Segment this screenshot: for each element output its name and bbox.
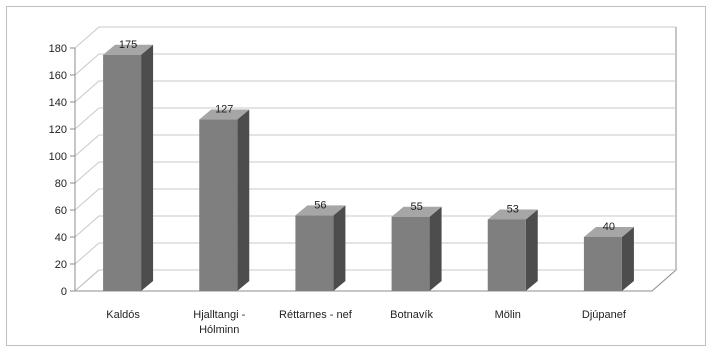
data-label: 175 — [119, 39, 137, 51]
y-tick-label: 140 — [49, 97, 67, 109]
y-tick-label: 80 — [55, 178, 67, 190]
bar-top — [583, 227, 634, 237]
y-tick-label: 60 — [55, 205, 67, 217]
y-tick-label: 100 — [49, 151, 67, 163]
bar-top — [295, 205, 346, 216]
bar-front — [199, 119, 238, 291]
category-label: Djúpanef — [582, 309, 627, 321]
y-tick-label: 0 — [61, 286, 67, 298]
y-tick-label: 160 — [49, 70, 67, 82]
category-label-line: Hjalltangi - — [193, 309, 245, 321]
gridline — [74, 134, 676, 157]
bar-side — [429, 206, 442, 291]
bar-front — [295, 215, 334, 291]
category-label-line: Kaldós — [106, 309, 140, 321]
category-label-line: Hólminn — [199, 324, 239, 336]
bar-top — [487, 209, 538, 220]
bar — [295, 205, 346, 291]
bar-side — [333, 205, 346, 291]
gridline — [74, 53, 676, 76]
category-label-line: Djúpanef — [582, 309, 627, 321]
y-axis: 0 20 40 60 80 100 120 140 160 180 — [49, 43, 76, 298]
data-label: 127 — [215, 104, 233, 116]
data-label: 53 — [507, 203, 519, 215]
gridlines — [74, 26, 676, 292]
category-label: Hjalltangi - Hólminn — [193, 309, 245, 336]
y-tick-label: 120 — [49, 124, 67, 136]
bar — [391, 206, 442, 291]
category-label: Kaldós — [106, 309, 140, 321]
category-label-line: Réttarnes - nef — [279, 309, 353, 321]
x-axis-labels: Kaldós Hjalltangi - Hólminn Réttarnes - nef… — [106, 309, 627, 336]
bar-front — [487, 219, 526, 291]
gridline — [74, 80, 676, 103]
bar-front — [583, 237, 622, 291]
data-labels: 175 127 56 55 53 40 — [119, 39, 615, 233]
y-tick-label: 40 — [55, 232, 67, 244]
bars — [103, 44, 634, 291]
category-label: Mölin — [495, 309, 521, 321]
gridline — [74, 215, 676, 238]
bar — [103, 44, 154, 291]
gridline — [74, 188, 676, 211]
bar-front — [391, 216, 430, 291]
bar-side — [525, 209, 538, 291]
bar-top — [391, 206, 442, 217]
bar — [487, 209, 538, 291]
bar-side — [621, 227, 634, 291]
bar — [199, 109, 250, 291]
data-label: 55 — [410, 201, 422, 213]
y-tick-label: 180 — [49, 43, 67, 55]
bar-side — [237, 109, 250, 291]
y-tick-label: 20 — [55, 259, 67, 271]
gridline — [74, 161, 676, 184]
gridline — [74, 107, 676, 130]
bar-side — [141, 44, 154, 291]
category-label-line: Mölin — [495, 309, 521, 321]
bar-top — [199, 109, 250, 120]
bar — [583, 227, 634, 291]
category-label: Réttarnes - nef — [279, 309, 353, 321]
category-label-line: Botnavík — [390, 309, 433, 321]
gridline — [74, 269, 676, 292]
category-label: Botnavík — [390, 309, 433, 321]
data-label: 56 — [314, 199, 326, 211]
gridline — [74, 26, 676, 49]
gridline — [74, 242, 676, 265]
bar-front — [103, 54, 142, 291]
bar-top — [103, 44, 154, 55]
data-label: 40 — [603, 221, 615, 233]
